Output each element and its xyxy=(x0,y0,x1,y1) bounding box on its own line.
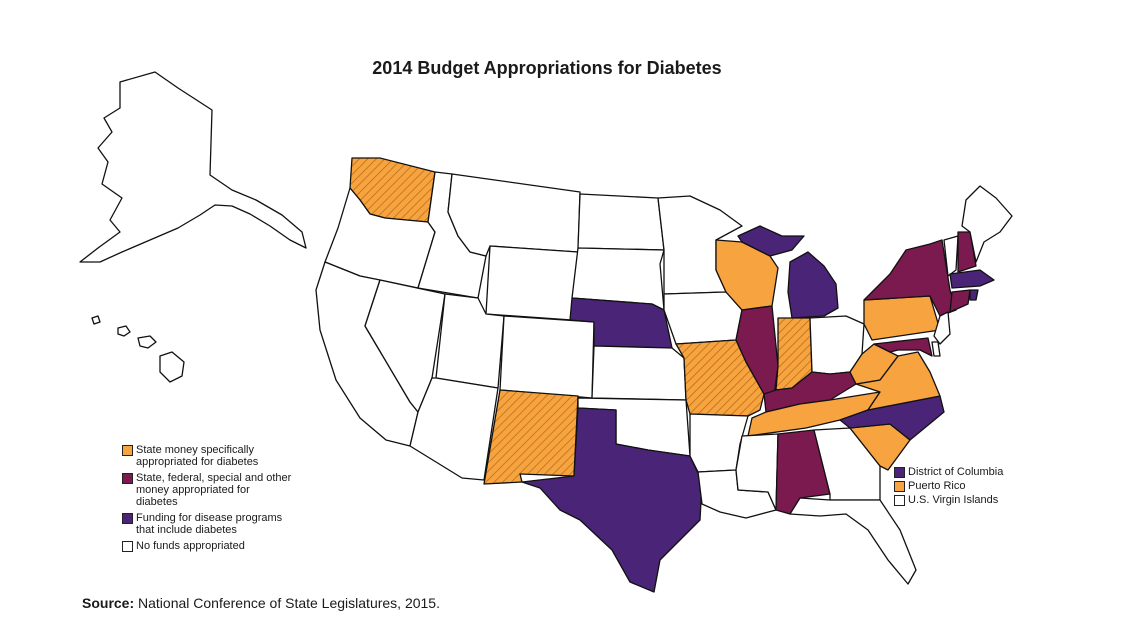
territory-puerto-rico: Puerto Rico xyxy=(894,480,1003,493)
territory-swatch xyxy=(894,467,905,478)
state-KS xyxy=(591,345,687,401)
state-ME xyxy=(961,185,1013,263)
map-title: 2014 Budget Appropriations for Diabetes xyxy=(372,58,722,78)
source-label: Source: xyxy=(82,595,135,611)
state-AZ xyxy=(409,377,499,481)
state-ND xyxy=(577,193,665,251)
state-MI xyxy=(787,251,839,319)
legend-swatch xyxy=(122,513,133,524)
state-WV xyxy=(849,343,899,385)
state-NY xyxy=(863,239,957,317)
legend-label: State money specifically appropriated fo… xyxy=(136,444,259,468)
state-WY xyxy=(485,245,579,321)
legend: State money specifically appropriated fo… xyxy=(122,444,292,556)
state-VT xyxy=(943,235,959,277)
state-PA xyxy=(863,295,941,341)
territory-label: U.S. Virgin Islands xyxy=(908,494,999,506)
territory-swatch xyxy=(894,481,905,492)
state-FL xyxy=(789,497,917,585)
state-CO xyxy=(499,315,595,399)
territory-dc: District of Columbia xyxy=(894,466,1003,479)
state-IA xyxy=(663,291,743,345)
territory-virgin-islands: U.S. Virgin Islands xyxy=(894,494,1003,507)
state-RI xyxy=(969,289,979,301)
legend-swatch xyxy=(122,473,133,484)
territory-swatch xyxy=(894,495,905,506)
legend-item-no-funds: No funds appropriated xyxy=(122,540,292,552)
legend-swatch xyxy=(122,541,133,552)
state-AK xyxy=(79,71,307,263)
state-NM xyxy=(483,389,579,485)
state-HI-4 xyxy=(159,351,185,383)
source-text: National Conference of State Legislature… xyxy=(138,595,440,611)
source-note: Source: National Conference of State Leg… xyxy=(82,595,440,611)
legend-label: Funding for disease programs that includ… xyxy=(136,512,283,536)
state-MI-UP xyxy=(737,225,805,257)
legend-item-state-money: State money specifically appropriated fo… xyxy=(122,444,292,468)
state-MA xyxy=(949,269,995,289)
territory-label: Puerto Rico xyxy=(908,480,966,492)
state-CT xyxy=(949,289,971,313)
legend-label: No funds appropriated xyxy=(136,540,245,552)
legend-swatch xyxy=(122,445,133,456)
territories-legend: District of Columbia Puerto Rico U.S. Vi… xyxy=(894,466,1003,508)
legend-label: State, federal, special and other money … xyxy=(136,472,292,508)
state-NJ xyxy=(933,311,951,345)
state-HI-1 xyxy=(91,315,101,325)
state-HI-2 xyxy=(117,325,131,337)
state-MD xyxy=(873,337,933,357)
state-DE xyxy=(931,341,941,357)
legend-item-disease-programs: Funding for disease programs that includ… xyxy=(122,512,292,536)
state-HI-3 xyxy=(137,335,157,349)
state-TX xyxy=(521,407,703,593)
territory-label: District of Columbia xyxy=(908,466,1004,478)
state-MT xyxy=(447,173,581,257)
legend-item-state-federal: State, federal, special and other money … xyxy=(122,472,292,508)
